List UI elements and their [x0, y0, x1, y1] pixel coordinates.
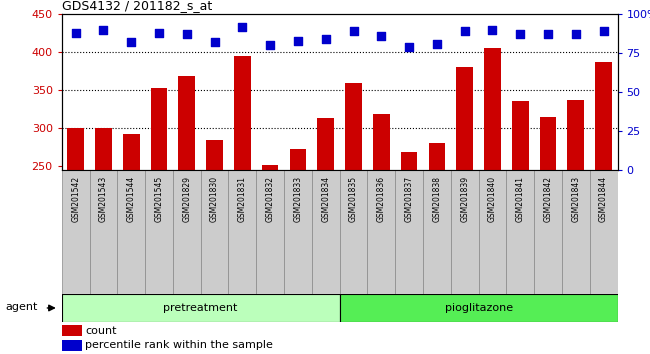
Bar	[62, 325, 82, 336]
Point	[460, 28, 470, 34]
Text: GSM201834: GSM201834	[321, 176, 330, 222]
Point	[237, 24, 248, 29]
Point	[348, 28, 359, 34]
Text: GSM201839: GSM201839	[460, 176, 469, 222]
Bar	[562, 170, 590, 294]
Text: GSM201833: GSM201833	[293, 176, 302, 222]
Text: GSM201544: GSM201544	[127, 176, 136, 222]
Point	[154, 30, 164, 36]
Bar	[451, 170, 478, 294]
Bar	[62, 340, 82, 351]
Bar	[534, 170, 562, 294]
Point	[432, 41, 442, 47]
Point	[488, 27, 498, 33]
Point	[404, 44, 414, 50]
Bar	[145, 170, 173, 294]
Bar	[540, 118, 556, 354]
Text: percentile rank within the sample: percentile rank within the sample	[85, 341, 273, 350]
Bar	[317, 118, 334, 354]
Bar	[428, 143, 445, 354]
Point	[320, 36, 331, 42]
Point	[126, 39, 136, 45]
Bar	[345, 82, 362, 354]
Text: GSM201831: GSM201831	[238, 176, 247, 222]
Bar	[151, 88, 167, 354]
Bar	[456, 67, 473, 354]
Bar	[367, 170, 395, 294]
Text: GSM201830: GSM201830	[210, 176, 219, 222]
Bar	[256, 170, 284, 294]
Text: GSM201838: GSM201838	[432, 176, 441, 222]
Text: GSM201832: GSM201832	[266, 176, 275, 222]
Text: GSM201829: GSM201829	[182, 176, 191, 222]
Point	[209, 39, 220, 45]
Bar	[339, 170, 367, 294]
Bar	[312, 170, 340, 294]
Text: count: count	[85, 326, 116, 336]
Bar	[62, 294, 339, 322]
Text: GSM201837: GSM201837	[404, 176, 413, 222]
Point	[98, 27, 109, 33]
Text: pioglitazone: pioglitazone	[445, 303, 513, 313]
Bar	[506, 170, 534, 294]
Point	[571, 32, 581, 37]
Bar	[90, 170, 117, 294]
Text: GSM201543: GSM201543	[99, 176, 108, 222]
Text: GSM201843: GSM201843	[571, 176, 580, 222]
Bar	[395, 170, 423, 294]
Bar	[478, 170, 506, 294]
Bar	[339, 294, 618, 322]
Bar	[206, 140, 223, 354]
Text: GSM201840: GSM201840	[488, 176, 497, 222]
Text: GSM201542: GSM201542	[71, 176, 80, 222]
Bar	[62, 170, 90, 294]
Point	[515, 32, 525, 37]
Bar	[423, 170, 451, 294]
Text: agent: agent	[5, 302, 37, 313]
Point	[599, 28, 609, 34]
Bar	[484, 48, 500, 354]
Text: GSM201545: GSM201545	[155, 176, 164, 222]
Point	[543, 32, 553, 37]
Bar	[262, 165, 278, 354]
Bar	[95, 128, 112, 354]
Point	[292, 38, 303, 44]
Text: GSM201841: GSM201841	[515, 176, 525, 222]
Text: GSM201836: GSM201836	[377, 176, 386, 222]
Text: GSM201844: GSM201844	[599, 176, 608, 222]
Bar	[173, 170, 201, 294]
Bar	[401, 153, 417, 354]
Bar	[201, 170, 229, 294]
Bar	[512, 101, 528, 354]
Text: GSM201835: GSM201835	[349, 176, 358, 222]
Bar	[229, 170, 256, 294]
Point	[70, 30, 81, 36]
Point	[181, 32, 192, 37]
Bar	[567, 100, 584, 354]
Bar	[179, 76, 195, 354]
Point	[265, 42, 276, 48]
Bar	[117, 170, 145, 294]
Text: GDS4132 / 201182_s_at: GDS4132 / 201182_s_at	[62, 0, 212, 12]
Point	[376, 33, 387, 39]
Bar	[373, 114, 389, 354]
Bar	[590, 170, 618, 294]
Bar	[595, 62, 612, 354]
Text: pretreatment: pretreatment	[164, 303, 238, 313]
Bar	[234, 56, 251, 354]
Text: GSM201842: GSM201842	[543, 176, 552, 222]
Bar	[284, 170, 312, 294]
Bar	[123, 134, 140, 354]
Bar	[68, 128, 84, 354]
Bar	[290, 149, 306, 354]
